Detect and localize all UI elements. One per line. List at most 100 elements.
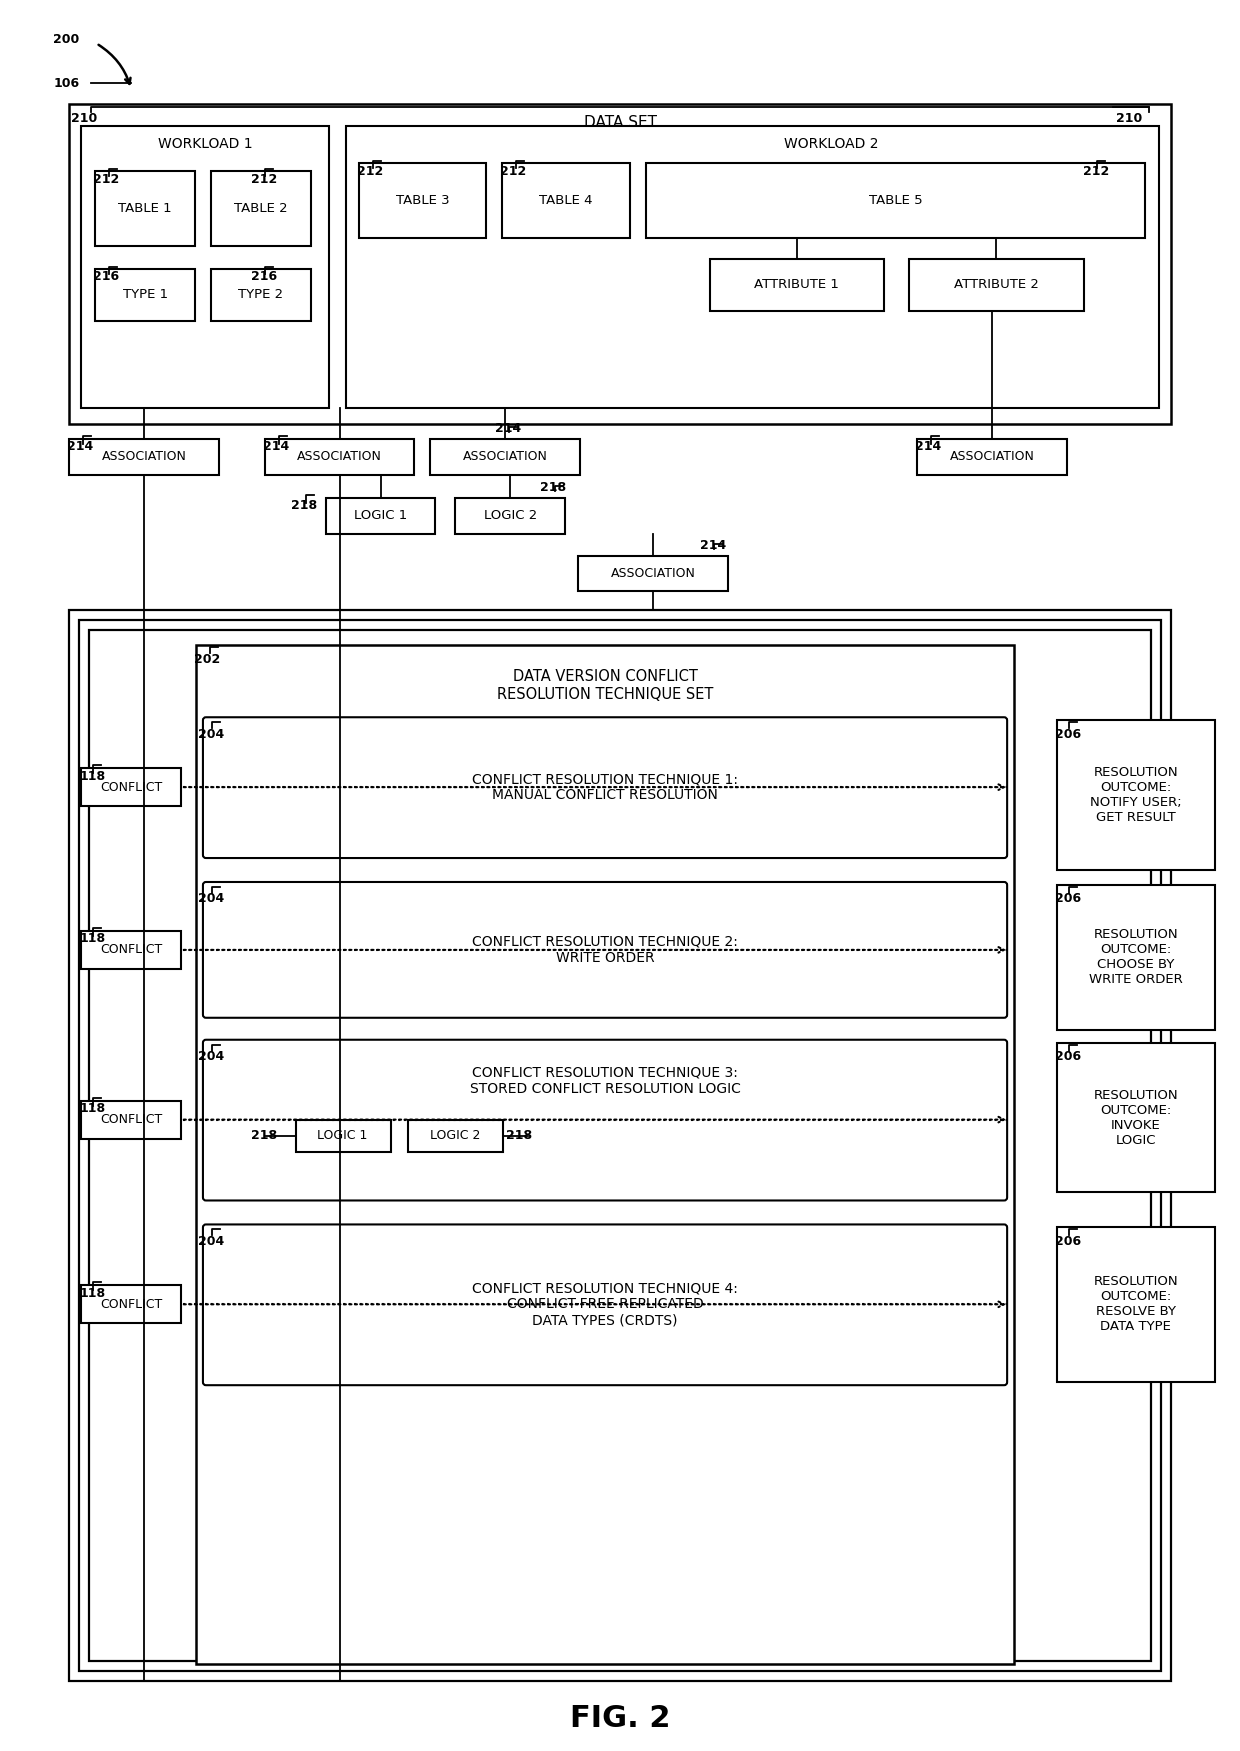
Text: 118: 118: [79, 1101, 105, 1115]
Text: 212: 212: [357, 165, 383, 177]
Text: 218: 218: [541, 482, 567, 494]
Text: CONFLICT: CONFLICT: [100, 1297, 162, 1311]
Bar: [918, 440, 1066, 475]
Text: 214: 214: [915, 440, 941, 454]
Bar: [79, 620, 1161, 1670]
Text: 218: 218: [506, 1129, 532, 1142]
Bar: [709, 259, 884, 312]
Bar: [455, 497, 565, 534]
Bar: [408, 1119, 503, 1152]
Text: 202: 202: [193, 653, 221, 665]
Text: ATTRIBUTE 1: ATTRIBUTE 1: [754, 278, 839, 291]
Text: CONFLICT: CONFLICT: [100, 1114, 162, 1126]
Bar: [909, 259, 1084, 312]
Text: 214: 214: [699, 539, 727, 552]
Text: DATA SET: DATA SET: [584, 116, 656, 130]
Bar: [646, 163, 1145, 238]
Text: TYPE 2: TYPE 2: [238, 289, 284, 301]
Text: ASSOCIATION: ASSOCIATION: [463, 450, 548, 464]
Text: 212: 212: [250, 173, 277, 186]
Text: LOGIC 2: LOGIC 2: [430, 1129, 481, 1142]
Text: ASSOCIATION: ASSOCIATION: [298, 450, 382, 464]
Text: 206: 206: [1055, 728, 1081, 741]
Text: 216: 216: [93, 270, 119, 284]
Text: 204: 204: [198, 1051, 224, 1063]
Text: 218: 218: [290, 499, 317, 511]
FancyBboxPatch shape: [203, 718, 1007, 858]
Text: 212: 212: [1083, 165, 1110, 177]
Bar: [1056, 884, 1215, 1030]
Bar: [295, 1119, 391, 1152]
Text: 204: 204: [198, 893, 224, 905]
Text: TABLE 2: TABLE 2: [234, 201, 288, 215]
Text: 204: 204: [198, 728, 224, 741]
Text: 218: 218: [250, 1129, 277, 1142]
Bar: [211, 270, 311, 320]
Text: CONFLICT RESOLUTION TECHNIQUE 4:
CONFLICT-FREE REPLICATED
DATA TYPES (CRDTS): CONFLICT RESOLUTION TECHNIQUE 4: CONFLIC…: [472, 1282, 738, 1327]
Bar: [265, 440, 414, 475]
Bar: [81, 769, 181, 805]
Text: RESOLUTION
OUTCOME:
RESOLVE BY
DATA TYPE: RESOLUTION OUTCOME: RESOLVE BY DATA TYPE: [1094, 1275, 1178, 1333]
Bar: [196, 646, 1014, 1663]
Text: 214: 214: [67, 440, 93, 454]
Bar: [1056, 1044, 1215, 1192]
Bar: [346, 126, 1159, 408]
Text: 206: 206: [1055, 1234, 1081, 1248]
Text: CONFLICT RESOLUTION TECHNIQUE 2:
WRITE ORDER: CONFLICT RESOLUTION TECHNIQUE 2: WRITE O…: [472, 935, 738, 965]
Bar: [89, 630, 1151, 1660]
FancyBboxPatch shape: [203, 1224, 1007, 1385]
FancyBboxPatch shape: [203, 883, 1007, 1017]
Text: WORKLOAD 2: WORKLOAD 2: [784, 137, 879, 151]
Bar: [1056, 720, 1215, 870]
Text: 206: 206: [1055, 893, 1081, 905]
Bar: [69, 105, 1171, 424]
Bar: [358, 163, 486, 238]
Text: TABLE 5: TABLE 5: [868, 194, 923, 207]
Bar: [95, 270, 195, 320]
Text: ASSOCIATION: ASSOCIATION: [610, 567, 696, 580]
Text: LOGIC 2: LOGIC 2: [484, 510, 537, 522]
Text: 212: 212: [500, 165, 527, 177]
Text: CONFLICT: CONFLICT: [100, 944, 162, 956]
Text: 216: 216: [250, 270, 277, 284]
Bar: [95, 172, 195, 245]
Text: 210: 210: [1116, 112, 1142, 124]
Text: WORKLOAD 1: WORKLOAD 1: [157, 137, 252, 151]
Text: 118: 118: [79, 1287, 105, 1299]
Bar: [1056, 1227, 1215, 1382]
Bar: [81, 1101, 181, 1138]
Text: FIG. 2: FIG. 2: [569, 1704, 671, 1733]
Bar: [578, 555, 728, 592]
Bar: [69, 440, 219, 475]
Text: 118: 118: [79, 770, 105, 783]
Text: RESOLUTION
OUTCOME:
CHOOSE BY
WRITE ORDER: RESOLUTION OUTCOME: CHOOSE BY WRITE ORDE…: [1089, 928, 1183, 986]
Text: TYPE 1: TYPE 1: [123, 289, 167, 301]
Text: 106: 106: [53, 77, 79, 89]
Text: RESOLUTION
OUTCOME:
INVOKE
LOGIC: RESOLUTION OUTCOME: INVOKE LOGIC: [1094, 1089, 1178, 1147]
Text: 200: 200: [53, 33, 79, 46]
Text: RESOLUTION
OUTCOME:
NOTIFY USER;
GET RESULT: RESOLUTION OUTCOME: NOTIFY USER; GET RES…: [1090, 767, 1182, 825]
Bar: [81, 126, 329, 408]
Text: CONFLICT RESOLUTION TECHNIQUE 3:
STORED CONFLICT RESOLUTION LOGIC: CONFLICT RESOLUTION TECHNIQUE 3: STORED …: [470, 1066, 740, 1096]
Text: 214: 214: [263, 440, 289, 454]
Bar: [211, 172, 311, 245]
Bar: [81, 1285, 181, 1324]
Bar: [502, 163, 630, 238]
FancyBboxPatch shape: [203, 1040, 1007, 1201]
Text: ASSOCIATION: ASSOCIATION: [950, 450, 1034, 464]
Text: 214: 214: [495, 422, 522, 436]
Text: TABLE 1: TABLE 1: [118, 201, 172, 215]
Text: TABLE 3: TABLE 3: [396, 194, 449, 207]
Text: 210: 210: [71, 112, 98, 124]
Text: CONFLICT RESOLUTION TECHNIQUE 1:
MANUAL CONFLICT RESOLUTION: CONFLICT RESOLUTION TECHNIQUE 1: MANUAL …: [472, 772, 738, 802]
Text: TABLE 4: TABLE 4: [539, 194, 593, 207]
Text: 206: 206: [1055, 1051, 1081, 1063]
Text: DATA VERSION CONFLICT
RESOLUTION TECHNIQUE SET: DATA VERSION CONFLICT RESOLUTION TECHNIQ…: [497, 669, 713, 702]
Text: LOGIC 1: LOGIC 1: [353, 510, 407, 522]
Text: ATTRIBUTE 2: ATTRIBUTE 2: [954, 278, 1039, 291]
Text: 118: 118: [79, 932, 105, 946]
Text: ASSOCIATION: ASSOCIATION: [102, 450, 186, 464]
Text: 212: 212: [93, 173, 119, 186]
Text: CONFLICT: CONFLICT: [100, 781, 162, 793]
Text: 204: 204: [198, 1234, 224, 1248]
